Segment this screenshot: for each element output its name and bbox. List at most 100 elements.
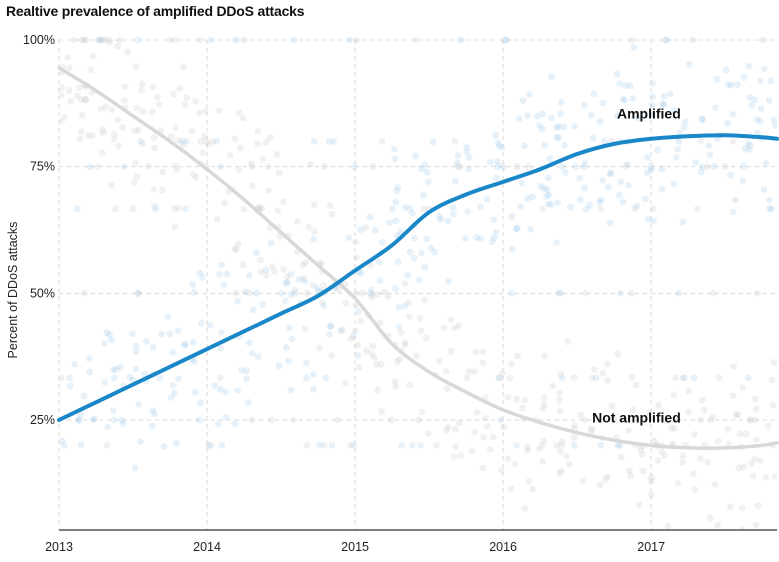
- scatter-point: [581, 184, 589, 192]
- scatter-point: [172, 161, 180, 169]
- scatter-point: [634, 114, 642, 122]
- scatter-point: [102, 103, 109, 111]
- scatter-point: [419, 191, 427, 199]
- scatter-point: [243, 375, 250, 383]
- scatter-point: [310, 385, 317, 393]
- scatter-point: [639, 467, 647, 475]
- scatter-point: [78, 36, 86, 44]
- scatter-point: [335, 286, 343, 294]
- scatter-point: [756, 77, 764, 84]
- scatter-point: [396, 355, 404, 363]
- scatter-point: [454, 152, 462, 159]
- scatter-point: [557, 448, 564, 455]
- scatter-point: [410, 254, 418, 262]
- scatter-point: [764, 422, 772, 430]
- scatter-point: [139, 107, 147, 115]
- scatter-point: [315, 344, 323, 352]
- scatter-point: [538, 441, 546, 449]
- scatter-point: [417, 327, 425, 335]
- scatter-point: [504, 393, 512, 401]
- scatter-point: [751, 416, 759, 424]
- scatter-point: [189, 170, 197, 178]
- scatter-point: [769, 401, 777, 409]
- scatter-point: [436, 212, 443, 220]
- series-line-amplified: [57, 133, 779, 422]
- scatter-point: [495, 142, 503, 150]
- scatter-point: [740, 74, 748, 82]
- scatter-point: [432, 441, 440, 449]
- scatter-point: [627, 472, 635, 480]
- scatter-point: [440, 324, 448, 332]
- scatter-point: [616, 441, 624, 449]
- scatter-point: [679, 374, 687, 382]
- scatter-point: [78, 111, 86, 119]
- scatter-point: [508, 212, 516, 220]
- scatter-point: [378, 238, 386, 246]
- scatter-point: [770, 116, 777, 124]
- scatter-point: [729, 137, 737, 145]
- scatter-point: [97, 36, 104, 44]
- scatter-point: [628, 373, 636, 381]
- grid-lines: [58, 39, 777, 530]
- scatter-point: [392, 217, 400, 225]
- scatter-point: [557, 370, 565, 378]
- scatter-point: [504, 455, 512, 463]
- scatter-point: [231, 420, 239, 428]
- scatter-point: [129, 330, 136, 338]
- scatter-point: [207, 36, 215, 44]
- scatter-point: [479, 348, 487, 356]
- scatter-point: [752, 405, 760, 413]
- scatter-point: [172, 36, 180, 44]
- scatter-point: [372, 226, 379, 234]
- scatter-point: [302, 259, 309, 266]
- scatter-point: [663, 417, 671, 425]
- scatter-point: [639, 109, 647, 117]
- scatter-point: [767, 77, 775, 85]
- scatter-point: [59, 374, 65, 382]
- scatter-point: [265, 187, 273, 195]
- scatter-point: [492, 131, 500, 139]
- scatter-point: [579, 477, 587, 485]
- scatter-point: [457, 452, 465, 460]
- scatter-point: [95, 36, 102, 44]
- scatter-point: [301, 324, 309, 332]
- scatter-point: [596, 198, 604, 206]
- scatter-point: [354, 341, 361, 349]
- scatter-point: [631, 205, 638, 213]
- scatter-point: [106, 36, 114, 44]
- scatter-point: [59, 91, 65, 99]
- scatter-point: [765, 96, 773, 104]
- scatter-point: [352, 254, 360, 262]
- scatter-point: [217, 163, 224, 171]
- scatter-point: [437, 216, 444, 223]
- scatter-point: [231, 135, 239, 143]
- scatter-point: [246, 339, 253, 347]
- scatter-point: [675, 289, 683, 297]
- scatter-point: [211, 382, 219, 389]
- scatter-point: [350, 441, 358, 449]
- scatter-point: [286, 324, 293, 332]
- scatter-point: [463, 374, 471, 382]
- scatter-point: [150, 186, 158, 193]
- scatter-point: [674, 479, 682, 487]
- scatter-point: [217, 329, 225, 336]
- scatter-point: [558, 98, 565, 106]
- scatter-point: [101, 378, 109, 386]
- scatter-point: [375, 258, 383, 266]
- scatter-point: [521, 142, 529, 150]
- scatter-point: [620, 416, 628, 424]
- scatter-point: [471, 429, 478, 436]
- scatter-point: [213, 215, 221, 223]
- scatter-point: [508, 245, 516, 253]
- scatter-point: [274, 207, 282, 214]
- scatter-point: [239, 114, 247, 122]
- scatter-point: [588, 427, 595, 435]
- scatter-point: [545, 191, 553, 199]
- scatter-point: [366, 213, 374, 221]
- scatter-point: [282, 279, 290, 287]
- scatter-point: [556, 469, 564, 477]
- scatter-point: [218, 441, 226, 449]
- scatter-point: [524, 195, 531, 202]
- scatter-point: [240, 36, 248, 44]
